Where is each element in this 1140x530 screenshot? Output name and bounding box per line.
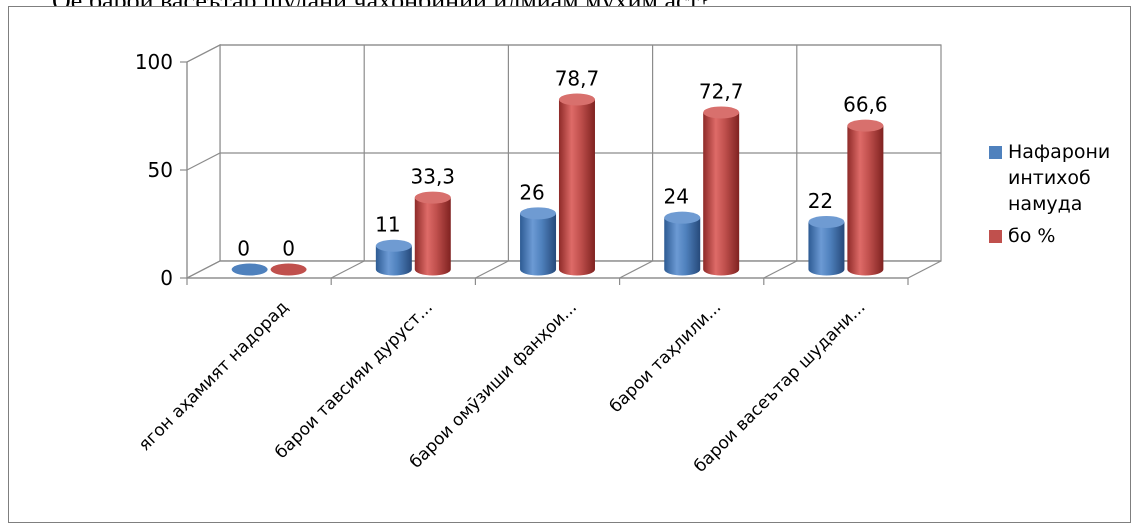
- data-label: 22: [808, 189, 833, 213]
- bar-top: [664, 211, 701, 224]
- floor-divider: [330, 260, 365, 279]
- legend-swatch-blue: [989, 146, 1002, 159]
- bar: [558, 99, 595, 276]
- data-label: 24: [664, 185, 689, 209]
- legend: Нафарони интихоб намуда бо %: [989, 139, 1128, 255]
- bar: [231, 263, 268, 276]
- category-label: барои омӯзиши фанҳои...: [406, 297, 581, 472]
- bar: [414, 197, 451, 276]
- bar-top: [808, 215, 845, 228]
- gridline: [186, 260, 941, 279]
- data-label: 72,7: [699, 79, 744, 103]
- category-label: барои таҳлили...: [606, 297, 725, 416]
- bar: [808, 221, 845, 276]
- data-label: 66,6: [843, 93, 888, 117]
- bar-top: [414, 191, 451, 204]
- bar-top: [520, 207, 557, 220]
- data-label: 0: [282, 237, 295, 261]
- bar: [664, 217, 701, 276]
- category-label: ягон аҳамият надорад: [135, 297, 293, 455]
- bar-top: [847, 119, 884, 132]
- legend-swatch-red: [989, 230, 1002, 243]
- legend-label: бо %: [1008, 225, 1056, 247]
- y-tick-label: 0: [160, 266, 173, 290]
- bar: [270, 263, 307, 276]
- floor-divider: [619, 260, 653, 279]
- legend-item-series-1: Нафарони интихоб намуда: [989, 139, 1128, 217]
- category-label: барои васеътар шудани...: [690, 297, 869, 476]
- legend-label: Нафарони интихоб намуда: [1008, 141, 1111, 215]
- data-label: 33,3: [411, 165, 456, 189]
- bar-top: [375, 239, 412, 252]
- chart-svg: 0 50 100 0 11 26 24 22 0 33,3 78,7 72,7 66,6 ягон аҳа…: [135, 44, 942, 477]
- bar-top: [558, 93, 595, 106]
- y-tick-label: 100: [135, 50, 173, 74]
- data-label: 0: [237, 237, 250, 261]
- category-label: барои тавсияи дуруст...: [271, 297, 437, 463]
- floor-divider: [475, 260, 509, 279]
- bar: [520, 213, 557, 276]
- data-label: 11: [375, 213, 400, 237]
- bar: [703, 112, 740, 276]
- data-label: 26: [519, 180, 544, 204]
- bar-top: [703, 106, 740, 119]
- y-tick-label: 50: [148, 158, 173, 182]
- floor-divider: [763, 260, 798, 279]
- data-label: 78,7: [555, 67, 600, 91]
- chart-container: 0 50 100 0 11 26 24 22 0 33,3 78,7 72,7 66,6 ягон аҳа…: [8, 6, 1131, 523]
- gridline: [186, 152, 941, 171]
- gridline: [186, 44, 941, 63]
- legend-item-series-2: бо %: [989, 223, 1128, 249]
- bar: [847, 125, 884, 276]
- bar: [375, 245, 412, 276]
